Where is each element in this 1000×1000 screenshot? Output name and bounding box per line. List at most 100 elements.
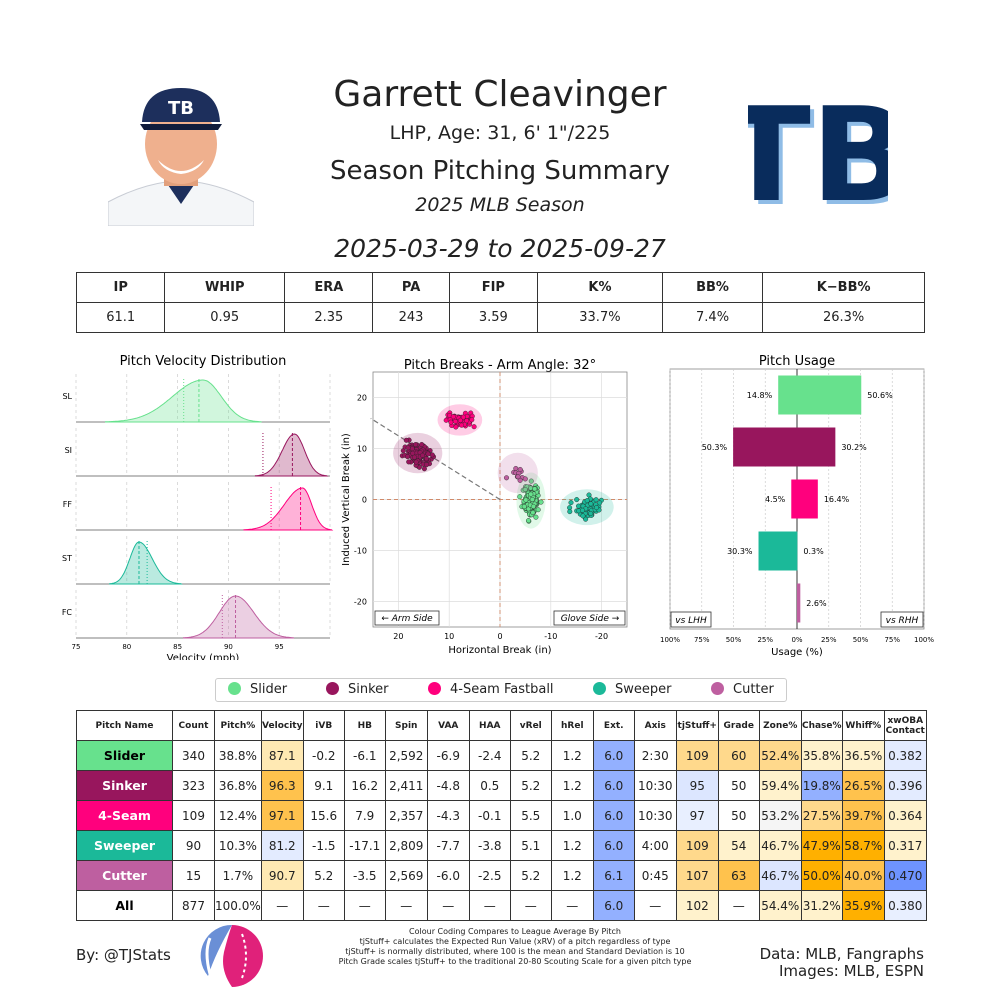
pitch-table-cell: 39.7% [841, 800, 885, 831]
pitch-table-cell: 15 [172, 860, 215, 891]
usage-x-label: Usage (%) [771, 647, 823, 658]
pitch-table-cell: -4.3 [426, 800, 470, 831]
break-point [528, 491, 534, 497]
break-point [522, 476, 528, 482]
pitch-table-cell: 1.2 [550, 740, 594, 771]
usage-row-4-seam-fastball: 4.5% 16.4% [765, 479, 850, 519]
pitch-table-cell: 96.3 [260, 770, 304, 801]
footer-notes: Colour Coding Compares to League Average… [300, 927, 730, 967]
pitch-table-cell: — [509, 890, 552, 921]
break-point [419, 441, 425, 447]
report-title: Season Pitching Summary [329, 156, 671, 186]
pitch-table-cell: — [384, 890, 428, 921]
stat-value: 33.7% [537, 302, 663, 333]
pitch-table-cell: 54.4% [758, 890, 802, 921]
pitch-table-header-cell: Pitch% [214, 710, 262, 741]
velocity-tick-label: 80 [122, 643, 131, 651]
velocity-row-st: ST [62, 536, 331, 585]
pitch-table-cell: 323 [172, 770, 215, 801]
vs-lhh-label: vs LHH [675, 616, 707, 626]
pitch-table-cell: 5.2 [509, 740, 552, 771]
pitch-table-cell: 9.1 [302, 770, 345, 801]
break-point [515, 474, 521, 480]
pitch-table-cell: 0.396 [883, 770, 927, 801]
break-point [421, 466, 427, 472]
pitch-table-cell: 12.4% [214, 800, 262, 831]
data-source: Data: MLB, Fangraphs [759, 945, 924, 963]
pitch-table-cell: 50 [717, 770, 760, 801]
velocity-row-label: FF [63, 500, 73, 509]
pitch-table-header-row: Pitch Name Count Pitch% Velocity iVB HB Spin VA… [76, 710, 927, 741]
break-point [471, 424, 477, 430]
stat-header: PA [372, 272, 450, 303]
break-point [457, 417, 463, 423]
legend-label: Sweeper [615, 682, 672, 697]
usage-label-rhh: 16.4% [824, 495, 850, 504]
pitch-table-cell: 40.0% [841, 860, 885, 891]
pitch-table-cell: 35.8% [800, 740, 843, 771]
tjstats-logo [198, 922, 266, 994]
pitch-table-cell: 109 [172, 800, 215, 831]
usage-tick-label: 25% [821, 636, 837, 644]
pitch-table-header-cell: vRel [509, 710, 552, 741]
footer-note: tjStuff+ calculates the Expected Run Val… [359, 937, 671, 946]
pitch-table-cell: 2,592 [384, 740, 428, 771]
legend-label: 4-Seam Fastball [450, 682, 554, 697]
pitch-legend: Slider Sinker 4-Seam Fastball Sweeper Cu… [215, 678, 787, 702]
player-info: LHP, Age: 31, 6' 1"/225 [389, 122, 611, 144]
pitch-table-cell: 2,569 [384, 860, 428, 891]
pitch-table-cell: 0.382 [883, 740, 927, 771]
pitch-table-cell: 46.7% [758, 830, 802, 861]
legend-item: Sweeper [593, 682, 671, 697]
footer-note: tjStuff+ is normally distributed, where … [345, 947, 685, 956]
pitch-table-cell: 6.1 [592, 860, 635, 891]
pitch-table-cell: -6.0 [426, 860, 470, 891]
usage-label-lhh: 30.3% [727, 547, 753, 556]
pitch-table-row: 4-Seam 109 12.4% 97.1 15.6 7.9 2,357 -4.3 -0.1 5.… [76, 800, 927, 831]
break-x-tick-label: -10 [544, 632, 557, 641]
legend-label: Cutter [733, 682, 774, 697]
pitch-table-header-cell: Axis [633, 710, 677, 741]
arm-side-label: ← Arm Side [381, 614, 433, 624]
velocity-row-si: SI [65, 428, 331, 477]
break-point [533, 514, 539, 520]
pitch-table-cell: 5.2 [302, 860, 345, 891]
velocity-row-label: FC [62, 608, 73, 617]
pitch-table-cell: 81.2 [260, 830, 304, 861]
stat-header: ERA [284, 272, 374, 303]
usage-bar-lhh [733, 427, 797, 467]
pitch-table-cell: -7.7 [426, 830, 470, 861]
usage-bar-lhh [778, 375, 797, 415]
pitch-table-header-cell: tjStuff+ [675, 710, 719, 741]
usage-tick-label: 0% [791, 636, 802, 644]
arm-angle-line [370, 417, 501, 501]
usage-bar-rhh [797, 427, 836, 467]
pitch-table-cell: -4.8 [426, 770, 470, 801]
legend-item: Slider [228, 682, 287, 697]
usage-label-lhh: 50.3% [702, 443, 728, 452]
glove-side-label: Glove Side → [561, 614, 620, 624]
break-point [411, 454, 417, 460]
pitch-table-row: Sinker 323 36.8% 96.3 9.1 16.2 2,411 -4.8 0.5 5.2… [76, 770, 927, 801]
pitch-table-header-cell: Count [172, 710, 215, 741]
legend-dot [428, 682, 441, 695]
vs-lhh-frame [670, 611, 712, 628]
pitch-table-cell: -0.1 [468, 800, 511, 831]
usage-row-slider: 14.8% 50.6% [747, 375, 893, 415]
break-point [583, 516, 589, 522]
team-logo-shadow: TB [748, 86, 888, 216]
pitch-table-cell: -2.5 [468, 860, 511, 891]
break-point [588, 501, 594, 507]
legend-dot [711, 682, 724, 695]
break-point [517, 466, 523, 472]
break-point [413, 442, 419, 448]
pitch-table-cell: 2:30 [633, 740, 677, 771]
break-point [594, 505, 600, 511]
pitch-table-cell: 95 [675, 770, 719, 801]
pitch-table-cell: -1.5 [302, 830, 345, 861]
break-x-tick-label: -20 [595, 632, 608, 641]
usage-label-lhh: 14.8% [747, 391, 773, 400]
usage-label-rhh: 30.2% [841, 443, 867, 452]
break-point [405, 445, 411, 451]
pitch-table-cell: — [343, 890, 386, 921]
